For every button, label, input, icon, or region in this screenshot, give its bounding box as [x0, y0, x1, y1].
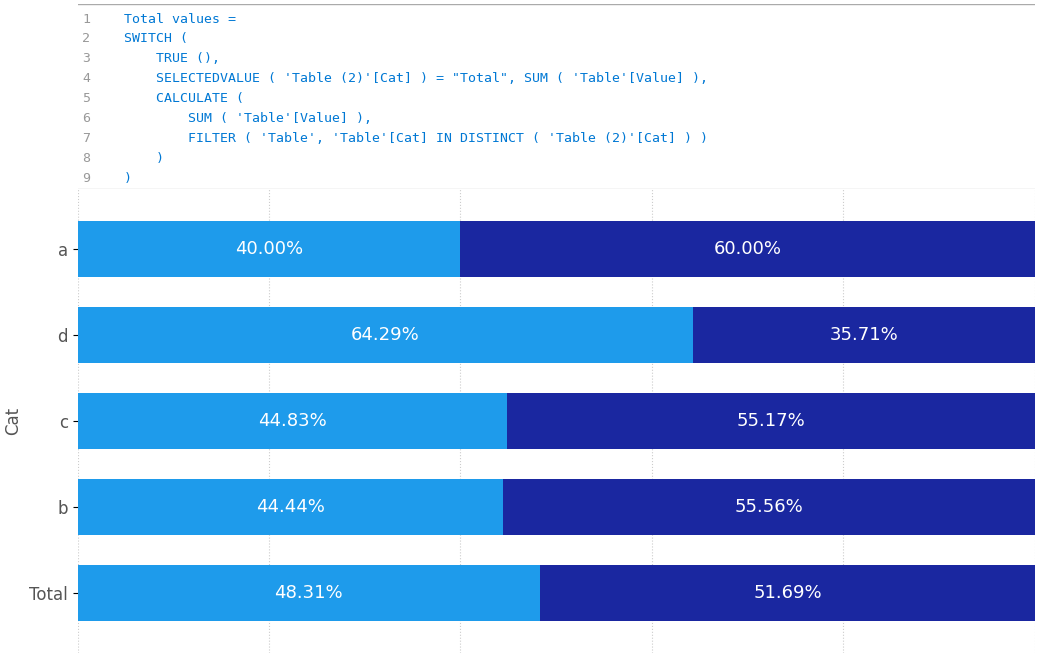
Text: 6: 6: [82, 112, 90, 125]
Text: FILTER ( 'Table', 'Table'[Cat] IN DISTINCT ( 'Table (2)'[Cat] ) ): FILTER ( 'Table', 'Table'[Cat] IN DISTIN…: [108, 132, 709, 145]
Text: 35.71%: 35.71%: [829, 326, 899, 344]
Text: 3: 3: [82, 53, 90, 65]
Bar: [78, 393, 507, 449]
Text: 64.29%: 64.29%: [351, 326, 420, 344]
Text: ): ): [108, 171, 132, 185]
Bar: [78, 307, 693, 363]
Bar: [540, 565, 1035, 621]
Text: 48.31%: 48.31%: [274, 584, 343, 602]
Bar: [78, 479, 503, 535]
Text: 51.69%: 51.69%: [753, 584, 822, 602]
Text: TRUE (),: TRUE (),: [108, 53, 220, 65]
Text: SELECTEDVALUE ( 'Table (2)'[Cat] ) = "Total", SUM ( 'Table'[Value] ),: SELECTEDVALUE ( 'Table (2)'[Cat] ) = "To…: [108, 72, 709, 85]
Text: 8: 8: [82, 152, 90, 165]
Text: Total values =: Total values =: [108, 12, 236, 26]
Bar: [460, 221, 1035, 277]
Text: 5: 5: [82, 92, 90, 105]
Text: 2: 2: [82, 32, 90, 45]
Bar: [503, 479, 1035, 535]
Text: 60.00%: 60.00%: [714, 240, 781, 258]
Text: 9: 9: [82, 171, 90, 185]
Text: 1: 1: [82, 12, 90, 26]
Text: 40.00%: 40.00%: [235, 240, 303, 258]
Bar: [78, 565, 540, 621]
Text: 4: 4: [82, 72, 90, 85]
Text: SUM ( 'Table'[Value] ),: SUM ( 'Table'[Value] ),: [108, 112, 372, 125]
Text: SWITCH (: SWITCH (: [108, 32, 188, 45]
Bar: [693, 307, 1035, 363]
Bar: [78, 221, 460, 277]
Bar: [507, 393, 1035, 449]
Text: ): ): [108, 152, 164, 165]
Text: 7: 7: [82, 132, 90, 145]
Text: 44.44%: 44.44%: [256, 498, 325, 516]
Text: CALCULATE (: CALCULATE (: [108, 92, 244, 105]
Text: 55.17%: 55.17%: [737, 412, 805, 430]
Y-axis label: Cat: Cat: [4, 407, 22, 435]
Text: 44.83%: 44.83%: [258, 412, 326, 430]
Text: 55.56%: 55.56%: [735, 498, 803, 516]
